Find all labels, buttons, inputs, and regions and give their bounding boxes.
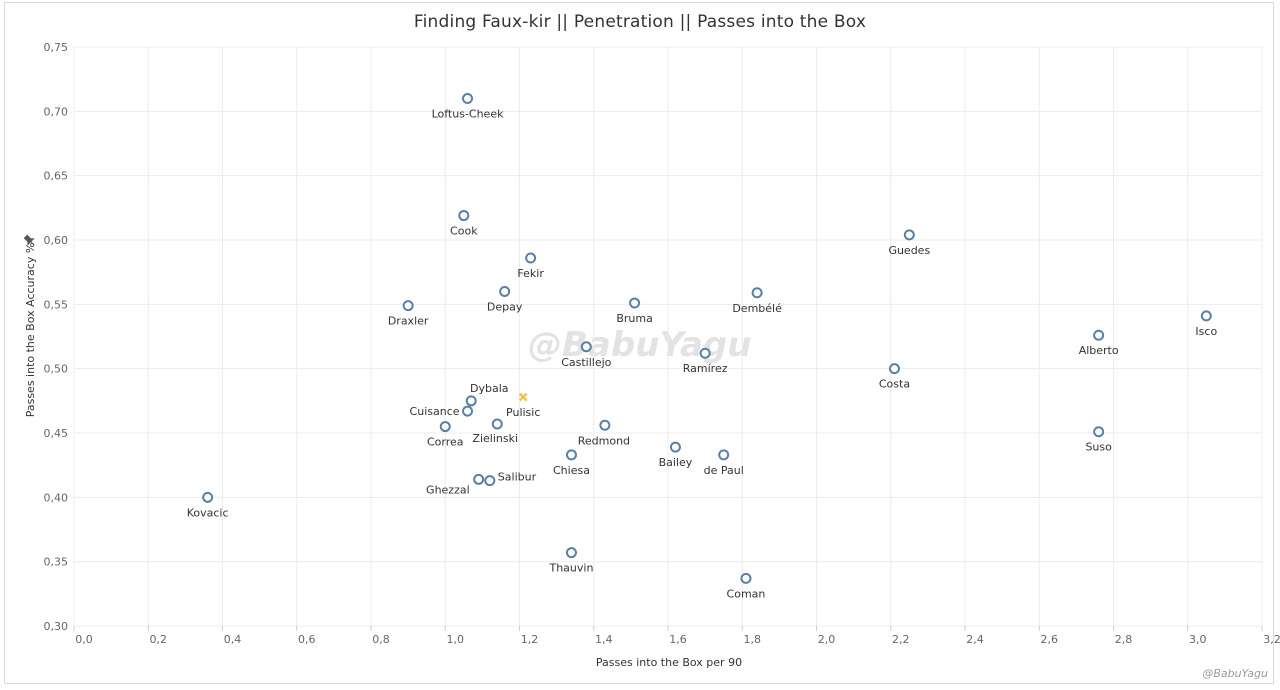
data-point[interactable] xyxy=(903,229,915,241)
data-point[interactable] xyxy=(751,287,763,299)
data-label: Ghezzal xyxy=(426,483,470,496)
data-label: Redmond xyxy=(578,434,630,447)
data-point[interactable] xyxy=(565,547,577,559)
data-label: Suso xyxy=(1085,441,1112,454)
data-point[interactable] xyxy=(629,297,641,309)
x-tick-label: 0,6 xyxy=(298,633,316,646)
y-tick-label: 0,40 xyxy=(44,491,69,504)
data-label: Loftus-Cheek xyxy=(432,107,505,120)
y-tick-label: 0,65 xyxy=(44,170,69,183)
data-labels: Loftus-Cheek Cook Guedes Fekir Depay Dembélé B… xyxy=(187,107,1218,600)
highlight-point[interactable] xyxy=(518,392,528,402)
data-label: Coman xyxy=(727,587,766,600)
data-point[interactable] xyxy=(1093,329,1105,341)
x-tick-label: 2,6 xyxy=(1041,633,1059,646)
data-label: Kovacic xyxy=(187,506,229,519)
data-point[interactable] xyxy=(499,285,511,297)
data-point[interactable] xyxy=(473,473,485,485)
data-label: de Paul xyxy=(704,464,744,477)
data-label: Guedes xyxy=(888,244,930,257)
highlight-label: Pulisic xyxy=(506,406,540,419)
x-tick-label: 1,8 xyxy=(744,633,762,646)
data-point[interactable] xyxy=(439,421,451,433)
data-label: Isco xyxy=(1195,325,1217,338)
x-tick-label: 1,0 xyxy=(447,633,465,646)
data-label: Dembélé xyxy=(732,302,782,315)
data-label: Dybala xyxy=(470,382,509,395)
x-tick-label: 0,4 xyxy=(224,633,242,646)
x-tick-label: 2,0 xyxy=(818,633,836,646)
data-point[interactable] xyxy=(669,441,681,453)
data-point[interactable] xyxy=(202,491,214,503)
x-tick-label: 0,0 xyxy=(75,633,93,646)
data-label: Bruma xyxy=(616,312,653,325)
data-point[interactable] xyxy=(740,572,752,584)
data-point[interactable] xyxy=(1093,426,1105,438)
data-label: Costa xyxy=(879,378,910,391)
pin-icon[interactable] xyxy=(23,234,37,248)
data-label: Bailey xyxy=(659,456,693,469)
x-tick-label: 2,8 xyxy=(1115,633,1133,646)
data-point[interactable] xyxy=(525,252,537,264)
data-point[interactable] xyxy=(1200,310,1212,322)
credit-text: @BabuYagu xyxy=(1202,667,1268,680)
data-label: Zielinski xyxy=(472,432,518,445)
y-axis-title: Passes into the Box Accuracy % xyxy=(24,243,37,418)
y-axis-ticks: 0,30 0,35 0,40 0,45 0,50 0,55 0,60 0,65 0,70 0,75 xyxy=(44,41,69,633)
data-point[interactable] xyxy=(599,419,611,431)
data-point[interactable] xyxy=(580,341,592,353)
data-point[interactable] xyxy=(718,449,730,461)
data-label: Ramírez xyxy=(683,362,728,375)
data-point[interactable] xyxy=(491,418,503,430)
data-label: Chiesa xyxy=(553,464,590,477)
data-label: Salibur xyxy=(498,471,537,484)
x-tick-label: 3,0 xyxy=(1189,633,1207,646)
data-point[interactable] xyxy=(565,449,577,461)
data-point[interactable] xyxy=(888,363,900,375)
data-label: Draxler xyxy=(388,315,429,328)
data-label: Castillejo xyxy=(561,356,611,369)
x-axis-ticks: 0,0 0,2 0,4 0,6 0,8 1,0 1,2 1,4 1,6 1,8 2,0 2,2 2,4 2… xyxy=(73,626,1280,646)
grid-lines xyxy=(73,46,1263,627)
x-tick-label: 2,4 xyxy=(966,633,984,646)
data-label: Cuisance xyxy=(410,405,460,418)
x-tick-label: 0,2 xyxy=(150,633,168,646)
data-point[interactable] xyxy=(462,405,474,417)
y-tick-label: 0,75 xyxy=(44,41,69,54)
y-tick-label: 0,55 xyxy=(44,298,69,311)
data-label: Depay xyxy=(487,300,523,313)
data-point[interactable] xyxy=(484,475,496,487)
x-tick-label: 1,2 xyxy=(521,633,539,646)
y-tick-label: 0,50 xyxy=(44,363,69,376)
data-point[interactable] xyxy=(465,395,477,407)
x-tick-label: 1,6 xyxy=(669,633,687,646)
data-point[interactable] xyxy=(402,300,414,312)
y-tick-label: 0,60 xyxy=(44,234,69,247)
y-tick-label: 0,35 xyxy=(44,556,69,569)
chart-title: Finding Faux-kir || Penetration || Passe… xyxy=(413,12,867,32)
x-tick-label: 3,2 xyxy=(1263,633,1280,646)
x-axis-title: Passes into the Box per 90 xyxy=(596,656,742,669)
data-label: Alberto xyxy=(1079,344,1119,357)
chart-frame xyxy=(4,2,1274,684)
data-label: Correa xyxy=(427,436,464,449)
y-tick-label: 0,70 xyxy=(44,105,69,118)
x-tick-label: 2,2 xyxy=(892,633,910,646)
data-points xyxy=(202,92,1212,584)
data-point[interactable] xyxy=(462,92,474,104)
data-label: Thauvin xyxy=(548,562,593,575)
highlight-mark xyxy=(518,392,528,402)
data-point[interactable] xyxy=(458,210,470,222)
data-label: Fekir xyxy=(517,267,544,280)
x-tick-label: 1,4 xyxy=(595,633,613,646)
y-tick-label: 0,45 xyxy=(44,427,69,440)
data-point[interactable] xyxy=(699,347,711,359)
y-tick-label: 0,30 xyxy=(44,620,69,633)
data-label: Cook xyxy=(450,225,478,238)
x-tick-label: 0,8 xyxy=(372,633,390,646)
